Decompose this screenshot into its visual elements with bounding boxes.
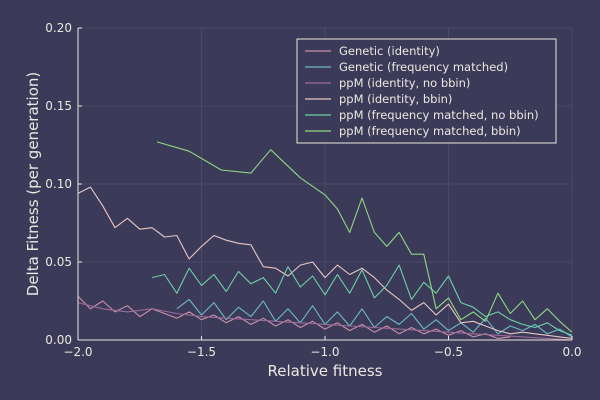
legend-entry: Genetic (frequency matched) bbox=[339, 60, 508, 74]
legend-entry: Genetic (identity) bbox=[339, 44, 440, 58]
series-line bbox=[156, 141, 573, 333]
legend-entry: ppM (identity, no bbin) bbox=[339, 76, 470, 90]
y-axis-label: Delta Fitness (per generation) bbox=[24, 72, 42, 296]
series-line bbox=[77, 302, 573, 341]
x-tick-label: −1.0 bbox=[310, 345, 339, 359]
series-line bbox=[77, 295, 511, 339]
x-tick-label: −2.0 bbox=[63, 345, 92, 359]
y-tick-label: 0.15 bbox=[45, 99, 72, 113]
y-tick-label: 0.00 bbox=[45, 333, 72, 347]
x-tick-label: 0.0 bbox=[562, 345, 581, 359]
x-tick-label: −0.5 bbox=[434, 345, 463, 359]
legend-entry: ppM (identity, bbin) bbox=[339, 92, 452, 106]
series-layer bbox=[77, 141, 573, 341]
legend: Genetic (identity) Genetic (frequency mat… bbox=[296, 38, 557, 144]
y-tick-label: 0.05 bbox=[45, 255, 72, 269]
legend-entry: ppM (frequency matched, no bbin) bbox=[339, 108, 539, 122]
y-tick-label: 0.20 bbox=[45, 21, 72, 35]
series-line bbox=[151, 264, 573, 336]
tick-labels: −2.0 −1.5 −1.0 −0.5 0.0 0.00 0.05 0.10 0.15 0.20 bbox=[45, 21, 581, 359]
y-tick-label: 0.10 bbox=[45, 177, 72, 191]
x-axis-label: Relative fitness bbox=[268, 362, 383, 380]
x-tick-label: −1.5 bbox=[187, 345, 216, 359]
series-line bbox=[77, 186, 573, 339]
legend-entry: ppM (frequency matched, bbin) bbox=[339, 124, 521, 138]
axes bbox=[77, 27, 573, 341]
legend-box bbox=[296, 38, 557, 144]
